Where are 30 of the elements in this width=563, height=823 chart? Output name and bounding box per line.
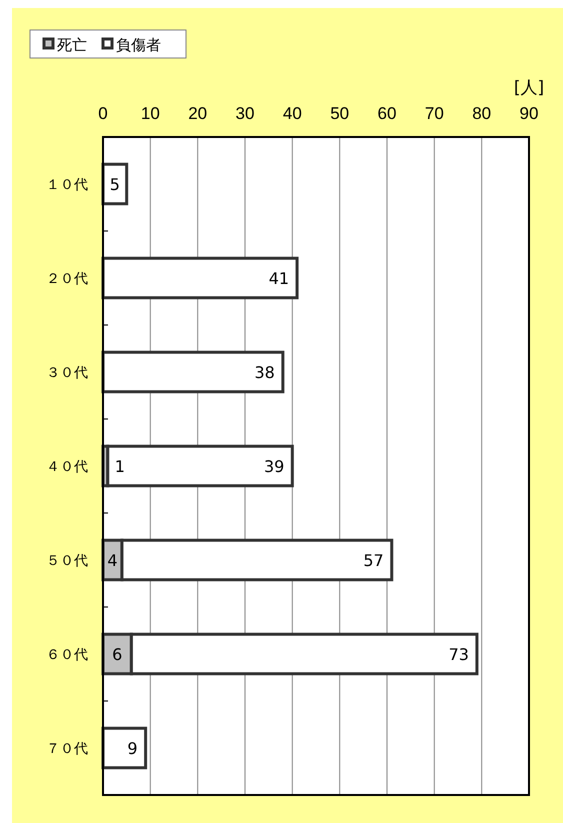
- x-tick-label: 50: [330, 104, 350, 123]
- data-label: 39: [264, 457, 284, 476]
- x-tick-label: 80: [472, 104, 492, 123]
- y-tick-label: ２０代: [46, 271, 88, 287]
- legend-label: 負傷者: [116, 36, 161, 54]
- y-tick-label: ５０代: [46, 553, 88, 569]
- data-label: 4: [107, 551, 118, 570]
- x-tick-label: 20: [188, 104, 208, 123]
- x-tick-label: 40: [282, 104, 302, 123]
- y-tick-label: ７０代: [46, 741, 88, 757]
- data-label: 73: [448, 645, 469, 664]
- x-tick-label: 30: [236, 104, 254, 123]
- data-label: 38: [254, 363, 275, 382]
- data-label: 5: [110, 175, 120, 194]
- data-label: 6: [112, 645, 122, 664]
- x-tick-label: 90: [520, 104, 538, 123]
- x-tick-label: 0: [98, 104, 108, 123]
- y-tick-label: １０代: [46, 177, 88, 193]
- x-axis-title: [人]: [514, 78, 544, 98]
- legend-label: 死亡: [57, 36, 87, 54]
- x-tick-label: 60: [378, 104, 396, 123]
- data-label: 9: [127, 739, 138, 758]
- y-tick-label: ３０代: [46, 365, 88, 381]
- y-tick-label: ４０代: [46, 459, 88, 475]
- x-tick-label: 70: [424, 104, 444, 123]
- data-label: 41: [268, 269, 290, 288]
- data-label: 57: [363, 551, 384, 570]
- data-label: 1: [114, 457, 125, 476]
- x-tick-label: 10: [140, 104, 160, 123]
- y-tick-label: ６０代: [46, 647, 88, 663]
